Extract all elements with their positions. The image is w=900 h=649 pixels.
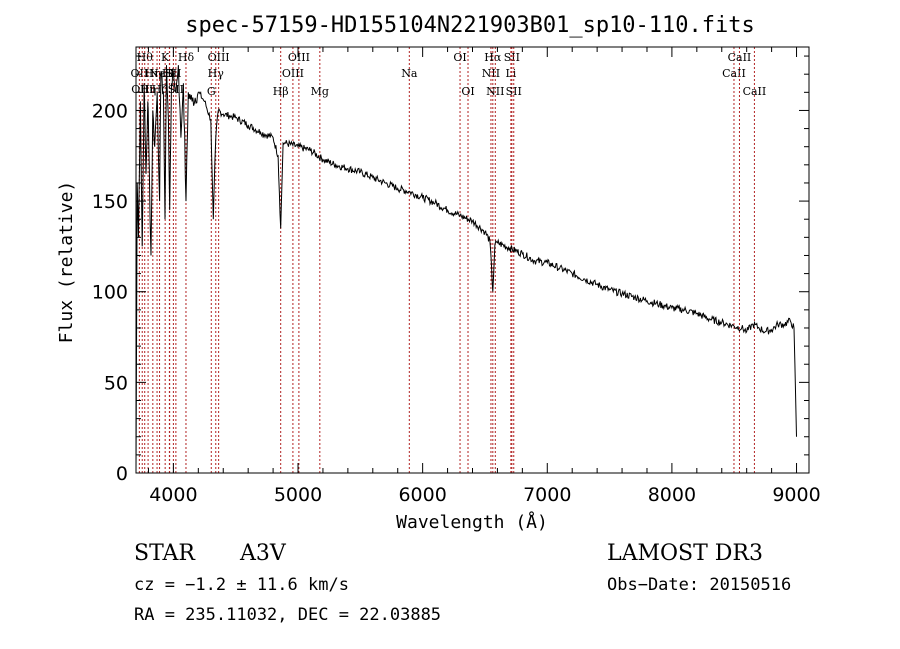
line-marker-label: Li xyxy=(505,67,516,80)
y-tick-label: 0 xyxy=(116,463,128,485)
chart-title: spec-57159-HD155104N221903B01_sp10-110.f… xyxy=(185,13,755,38)
axes-layer: 4000 5000 6000 7000 8000 9000 0 50 100 150 200 xyxy=(92,47,821,506)
line-marker-label: Hγ xyxy=(208,67,225,80)
line-marker-label: K xyxy=(161,51,170,64)
obs-date: Obs−Date: 20150516 xyxy=(607,575,791,595)
redshift-text: cz = −1.2 ± 11.6 km/s xyxy=(134,575,349,595)
plot-frame xyxy=(135,46,810,474)
spectrum-line xyxy=(135,65,797,474)
y-axis-label: Flux (relative) xyxy=(56,181,77,344)
line-marker-label: OI xyxy=(453,51,466,64)
x-tick-label: 5000 xyxy=(274,484,322,506)
line-marker-label: Hβ xyxy=(273,85,289,98)
spectrum-layer xyxy=(135,65,797,474)
line-marker-label: OII xyxy=(131,67,149,80)
line-marker-label: OIII xyxy=(282,67,304,80)
line-marker-label: OI xyxy=(461,85,474,98)
line-marker-label: Hθ xyxy=(137,51,154,64)
line-marker-label: NII xyxy=(486,85,504,98)
object-class: STAR xyxy=(134,541,196,566)
line-marker-label: OIII xyxy=(208,51,230,64)
line-marker-label: Hδ xyxy=(178,51,195,64)
x-tick-label: 4000 xyxy=(149,484,197,506)
line-marker-label: G xyxy=(207,85,216,98)
line-marker-label: CaII xyxy=(722,67,746,80)
line-marker-label: SII xyxy=(504,51,520,64)
y-tick-label: 200 xyxy=(92,100,128,122)
spectral-line-markers: OIIOIIIHθHηHηNeHζKHHεSIISIIHδGHγOIIIHβOI… xyxy=(131,47,767,473)
line-marker-label: Na xyxy=(401,67,418,80)
y-tick-label: 100 xyxy=(92,282,128,304)
line-marker-label: NII xyxy=(482,67,500,80)
x-tick-label: 7000 xyxy=(523,484,571,506)
line-marker-label: Mg xyxy=(311,85,329,98)
x-tick-label: 6000 xyxy=(398,484,446,506)
x-tick-label: 8000 xyxy=(648,484,696,506)
survey-name: LAMOST DR3 xyxy=(607,541,763,566)
line-marker-label: CaII xyxy=(728,51,752,64)
object-subclass: A3V xyxy=(239,541,287,566)
x-axis-label: Wavelength (Å) xyxy=(396,511,548,533)
y-tick-label: 150 xyxy=(92,191,128,213)
line-marker-label: CaII xyxy=(743,85,767,98)
line-marker-label: SII xyxy=(506,85,522,98)
coordinates: RA = 235.11032, DEC = 22.03885 xyxy=(134,605,441,625)
x-tick-label: 9000 xyxy=(772,484,820,506)
y-tick-label: 50 xyxy=(104,372,128,394)
line-marker-label: Hα xyxy=(484,51,502,64)
line-marker-label: H xyxy=(165,67,175,80)
line-marker-label: OIII xyxy=(288,51,310,64)
